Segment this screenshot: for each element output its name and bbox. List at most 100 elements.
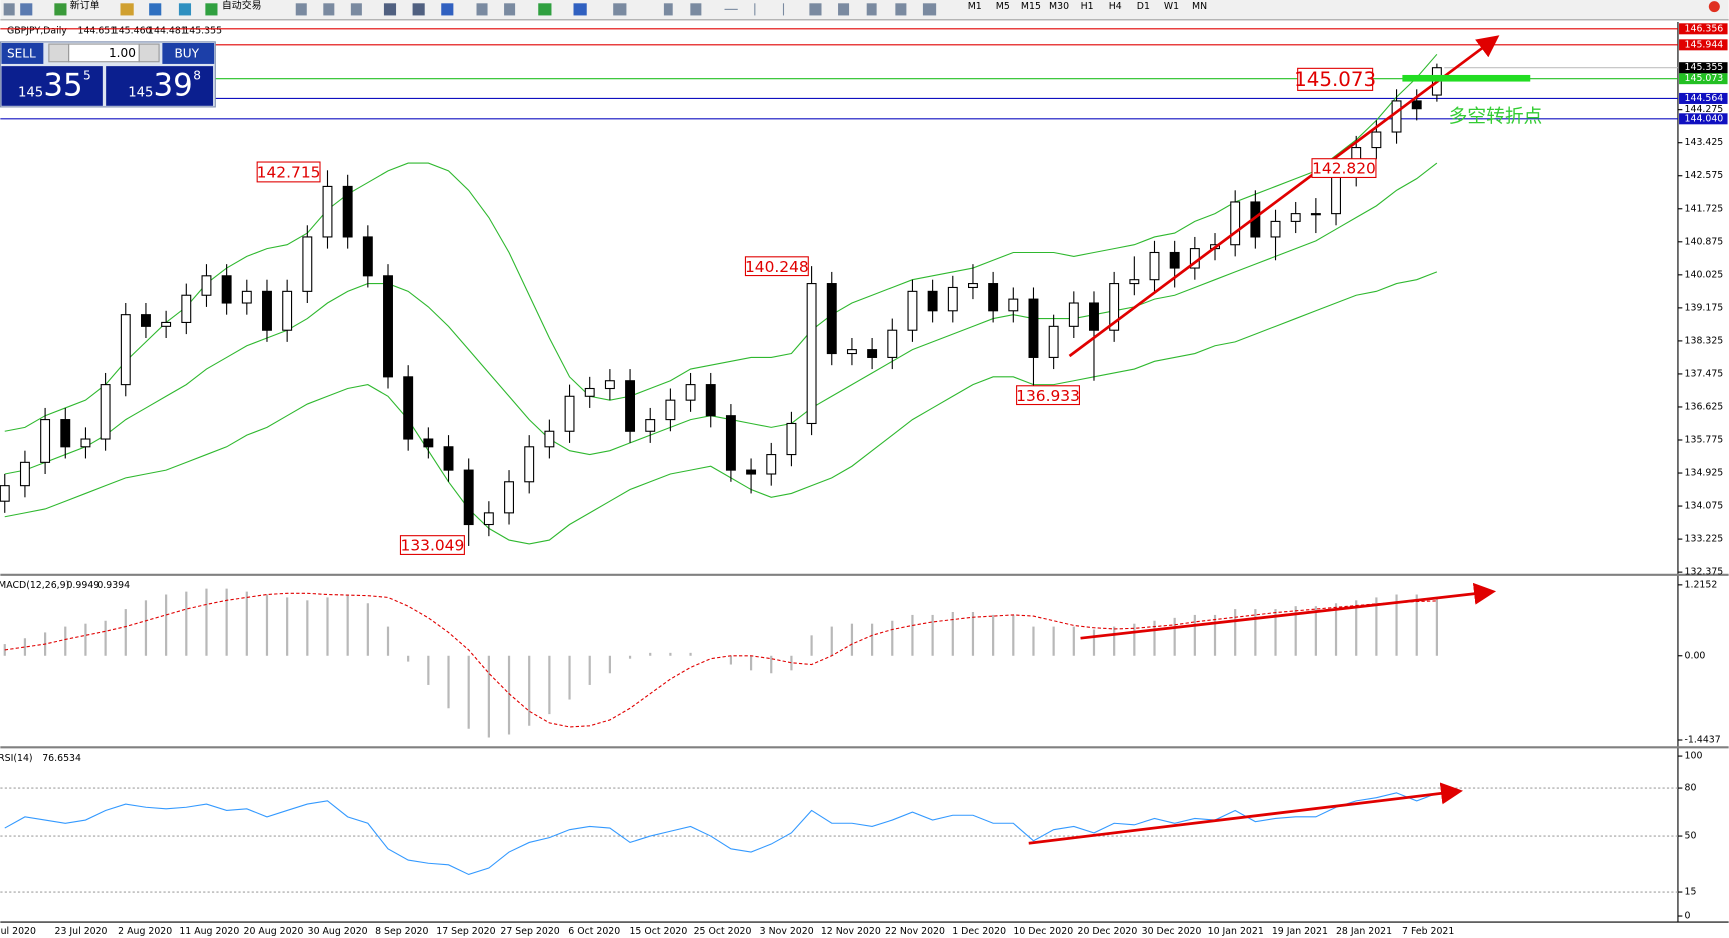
date-label: 10 Jan 2021 [1208,926,1264,937]
sell-button[interactable] [1,42,44,64]
timeframe-button[interactable]: W1 [1164,1,1179,12]
candle-body [1109,283,1120,331]
timeframe-button[interactable]: H1 [1081,1,1094,12]
y-tick-label: 1.2152 [1685,579,1718,590]
current-price-label: 145.355 [1685,62,1724,73]
level-label: 144.564 [1685,93,1724,104]
level-label: 146.356 [1685,23,1724,34]
price-annotation-box [1016,385,1080,406]
candle-body [584,387,595,397]
candle-body [564,395,575,432]
date-label: 22 Nov 2020 [885,926,945,937]
candle-body [1290,213,1301,222]
timeframe-button[interactable]: M5 [996,1,1010,12]
y-tick-label: 132.375 [1685,567,1724,578]
price-annotation: 140.248 [745,258,809,276]
candle-body [19,461,30,487]
candle-body [221,275,232,304]
candle-body [1068,302,1079,327]
buy-label: BUY [175,47,200,61]
candle-body [705,384,716,417]
candle-body [867,349,878,358]
date-label: 6 Oct 2020 [568,926,620,937]
macd-signal [4,592,1437,728]
timeframe-button[interactable]: M1 [968,1,982,12]
timeframe-button[interactable]: MN [1192,1,1207,12]
lot-up[interactable] [138,43,160,63]
timeframe-button[interactable]: M30 [1049,1,1069,12]
trade-panel: SELL 1.00 BUY 145 35 5 145 39 8 [0,41,216,108]
y-tick-label: 138.325 [1685,335,1724,346]
timeframe-button[interactable]: M15 [1021,1,1041,12]
date-label: 2 Aug 2020 [118,926,172,937]
candle-body [262,290,272,331]
new-order-button[interactable]: 新订单 [70,0,100,12]
candle-body [947,286,958,312]
candle-body [846,349,857,355]
alert-icon[interactable] [1708,1,1720,13]
date-label: 30 Dec 2020 [1142,926,1202,937]
candle-body [665,399,676,421]
rsi-arrow [1028,782,1463,845]
pivot-note: 多空转折点 [1449,106,1543,127]
timeframe-button[interactable]: D1 [1137,1,1150,12]
candle-body [140,314,151,327]
buy-button[interactable] [162,42,215,64]
candle-body [685,384,696,401]
price-annotation: 133.049 [401,537,465,555]
y-tick-label: 143.425 [1685,137,1724,148]
price-annotation: 136.933 [1016,387,1080,405]
candle-body [725,415,736,471]
rsi-line [4,792,1438,876]
annotation-layer: 146.356 145.944 145.073 144.564 144.040 145.3… [256,23,1724,555]
timeframe-button[interactable]: H4 [1109,1,1122,12]
level-label: 145.073 [1685,73,1724,84]
candle-body [463,469,474,526]
candle-body [362,236,373,277]
candle-body [806,283,817,425]
candle-body [524,446,535,483]
y-tick-label: 134.075 [1685,501,1724,512]
sell-price-pips: 35 [43,68,82,104]
toolbar-icons [3,3,937,16]
buy-price-box[interactable] [106,66,214,106]
y-tick-label: 140.875 [1685,236,1724,247]
candle-body [544,430,555,448]
ohlc-value: 145.355 [183,25,222,36]
auto-trading-button[interactable]: 自动交易 [222,0,262,12]
indicator-title: RSI(14) [0,753,33,764]
y-tick-label: 135.775 [1685,434,1724,445]
candle-body [161,321,172,327]
candle-body [383,275,393,378]
candle-body [483,512,494,526]
price-annotation-box [1297,67,1374,91]
indicator-title: MACD(12,26,9) [0,580,69,591]
candle-body [1008,298,1019,312]
date-label: 19 Jan 2021 [1272,926,1328,937]
y-tick-label: 15 [1685,887,1697,898]
sell-label: SELL [7,47,36,61]
candle-body [40,419,51,463]
candle-body [181,294,192,323]
price-annotation-box [744,256,809,277]
candle-body [443,446,454,471]
date-label: 10 Dec 2020 [1013,926,1073,937]
y-tick-label: 100 [1685,751,1703,762]
indicator-value: 0.9394 [97,580,130,591]
y-tick-label: 141.725 [1685,203,1724,214]
lot-down[interactable] [48,43,70,63]
level-label: 144.040 [1685,113,1724,124]
candle-body [201,275,212,296]
candle-body [282,290,293,331]
price-annotation: 145.073 [1294,68,1376,91]
indicator-value: 76.6534 [42,753,81,764]
candle-body [625,380,636,432]
buy-price-point: 8 [193,69,201,83]
sell-price-box[interactable] [1,66,103,106]
level-tag [1679,113,1728,125]
toolbar [0,0,1729,20]
price-annotation: 142.715 [257,164,321,182]
price-annotation: 142.820 [1312,160,1376,178]
level-tag [1679,23,1728,35]
